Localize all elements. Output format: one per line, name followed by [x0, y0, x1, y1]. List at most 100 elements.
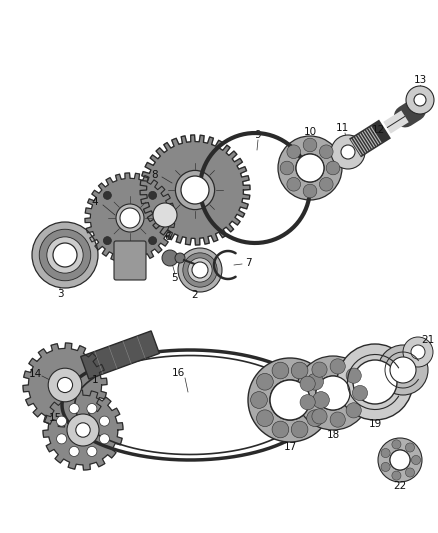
- Wedge shape: [248, 358, 332, 442]
- Circle shape: [296, 154, 324, 182]
- Circle shape: [270, 380, 310, 420]
- Circle shape: [103, 237, 111, 245]
- Circle shape: [162, 250, 178, 266]
- Circle shape: [103, 191, 111, 199]
- Text: 18: 18: [326, 430, 339, 440]
- Circle shape: [346, 403, 361, 418]
- Circle shape: [251, 392, 267, 408]
- Circle shape: [313, 392, 329, 408]
- Circle shape: [47, 237, 83, 273]
- Circle shape: [57, 416, 67, 426]
- Circle shape: [319, 145, 333, 159]
- Circle shape: [353, 360, 397, 404]
- Circle shape: [99, 434, 110, 444]
- Circle shape: [316, 376, 350, 410]
- Text: 6: 6: [165, 232, 171, 242]
- Text: 3: 3: [57, 289, 64, 299]
- Circle shape: [69, 447, 79, 456]
- Polygon shape: [85, 173, 175, 263]
- Circle shape: [403, 337, 433, 367]
- Circle shape: [307, 410, 323, 426]
- Circle shape: [337, 344, 413, 420]
- Circle shape: [148, 237, 157, 245]
- Text: 7: 7: [245, 258, 251, 268]
- Circle shape: [326, 161, 340, 175]
- Circle shape: [378, 345, 428, 395]
- Circle shape: [390, 450, 410, 470]
- Circle shape: [57, 377, 73, 393]
- Polygon shape: [43, 390, 123, 470]
- Circle shape: [353, 385, 367, 401]
- Text: 16: 16: [171, 368, 185, 378]
- Circle shape: [287, 177, 300, 191]
- Circle shape: [188, 258, 212, 282]
- Circle shape: [330, 412, 345, 427]
- Text: 22: 22: [393, 481, 406, 491]
- Polygon shape: [23, 343, 107, 427]
- Circle shape: [53, 243, 77, 267]
- Text: 5: 5: [172, 273, 178, 283]
- Circle shape: [48, 368, 82, 402]
- Circle shape: [181, 176, 209, 204]
- Circle shape: [116, 204, 144, 232]
- Circle shape: [307, 374, 323, 390]
- Circle shape: [39, 229, 91, 281]
- Circle shape: [300, 394, 315, 410]
- Wedge shape: [278, 136, 342, 200]
- Circle shape: [411, 455, 420, 465]
- Circle shape: [303, 138, 317, 152]
- Circle shape: [69, 403, 79, 414]
- Circle shape: [178, 248, 222, 292]
- Text: 12: 12: [371, 125, 385, 135]
- Circle shape: [57, 434, 67, 444]
- Circle shape: [67, 414, 99, 446]
- Circle shape: [272, 362, 289, 379]
- Text: 14: 14: [28, 369, 42, 379]
- Text: 15: 15: [48, 413, 62, 423]
- Circle shape: [120, 208, 140, 228]
- Wedge shape: [296, 356, 370, 430]
- Circle shape: [257, 374, 273, 390]
- Circle shape: [331, 135, 365, 169]
- Text: 1: 1: [92, 375, 98, 385]
- Circle shape: [287, 145, 300, 159]
- Circle shape: [411, 345, 425, 359]
- Circle shape: [32, 222, 98, 288]
- Polygon shape: [140, 135, 250, 245]
- Circle shape: [312, 362, 327, 377]
- Circle shape: [183, 253, 217, 287]
- Polygon shape: [81, 331, 159, 379]
- Circle shape: [175, 171, 215, 209]
- Text: 19: 19: [368, 419, 381, 429]
- Circle shape: [280, 161, 294, 175]
- Circle shape: [346, 368, 361, 383]
- Circle shape: [319, 177, 333, 191]
- Circle shape: [406, 468, 414, 477]
- Circle shape: [381, 463, 390, 472]
- Text: 21: 21: [421, 335, 434, 345]
- Circle shape: [76, 423, 90, 437]
- Circle shape: [87, 447, 97, 456]
- Circle shape: [148, 191, 157, 199]
- Text: 4: 4: [92, 197, 98, 207]
- Circle shape: [192, 262, 208, 278]
- Circle shape: [406, 443, 414, 452]
- Text: 17: 17: [283, 442, 297, 452]
- Circle shape: [87, 403, 97, 414]
- Circle shape: [303, 184, 317, 198]
- Text: 20: 20: [413, 355, 427, 365]
- Circle shape: [272, 421, 289, 438]
- Circle shape: [291, 362, 308, 379]
- Circle shape: [341, 145, 355, 159]
- Circle shape: [312, 409, 327, 424]
- Text: 10: 10: [304, 127, 317, 137]
- Text: 2: 2: [192, 290, 198, 300]
- Circle shape: [99, 416, 110, 426]
- Circle shape: [406, 86, 434, 114]
- Circle shape: [175, 253, 185, 263]
- Circle shape: [257, 410, 273, 426]
- Circle shape: [153, 203, 177, 227]
- Circle shape: [390, 357, 416, 383]
- Circle shape: [291, 421, 308, 438]
- Wedge shape: [378, 438, 422, 482]
